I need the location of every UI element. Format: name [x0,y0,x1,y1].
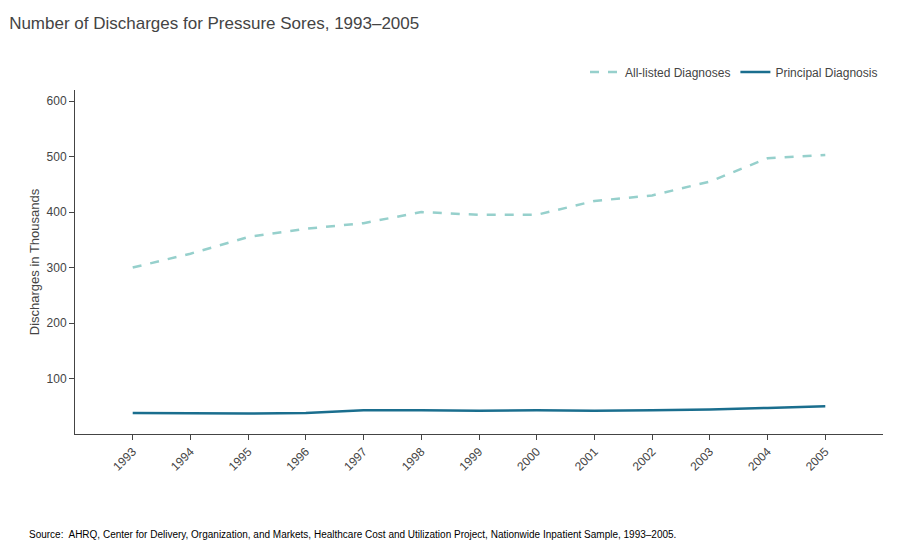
svg-text:Number of Discharges for Press: Number of Discharges for Pressure Sores,… [9,14,419,33]
svg-text:200: 200 [47,316,67,330]
svg-text:300: 300 [47,261,67,275]
svg-text:2004: 2004 [745,445,774,474]
svg-text:1999: 1999 [457,445,486,474]
svg-text:Source: AHRQ, Center for Deli: Source: AHRQ, Center for Delivery, Organ… [29,529,676,540]
svg-text:1995: 1995 [226,445,255,474]
svg-text:Principal Diagnosis: Principal Diagnosis [775,66,877,80]
svg-text:400: 400 [47,205,67,219]
svg-text:Discharges in Thousands: Discharges in Thousands [27,188,42,335]
svg-text:1998: 1998 [399,445,428,474]
svg-text:1996: 1996 [283,445,312,474]
svg-text:2005: 2005 [803,445,832,474]
svg-text:100: 100 [47,372,67,386]
svg-text:2000: 2000 [514,445,543,474]
svg-text:1993: 1993 [110,445,139,474]
svg-text:600: 600 [47,94,67,108]
svg-text:2001: 2001 [572,445,601,474]
svg-text:2003: 2003 [687,445,716,474]
svg-text:1994: 1994 [168,445,197,474]
svg-text:2002: 2002 [630,445,659,474]
svg-text:1997: 1997 [341,445,370,474]
svg-text:500: 500 [47,150,67,164]
svg-text:All-listed Diagnoses: All-listed Diagnoses [625,66,730,80]
